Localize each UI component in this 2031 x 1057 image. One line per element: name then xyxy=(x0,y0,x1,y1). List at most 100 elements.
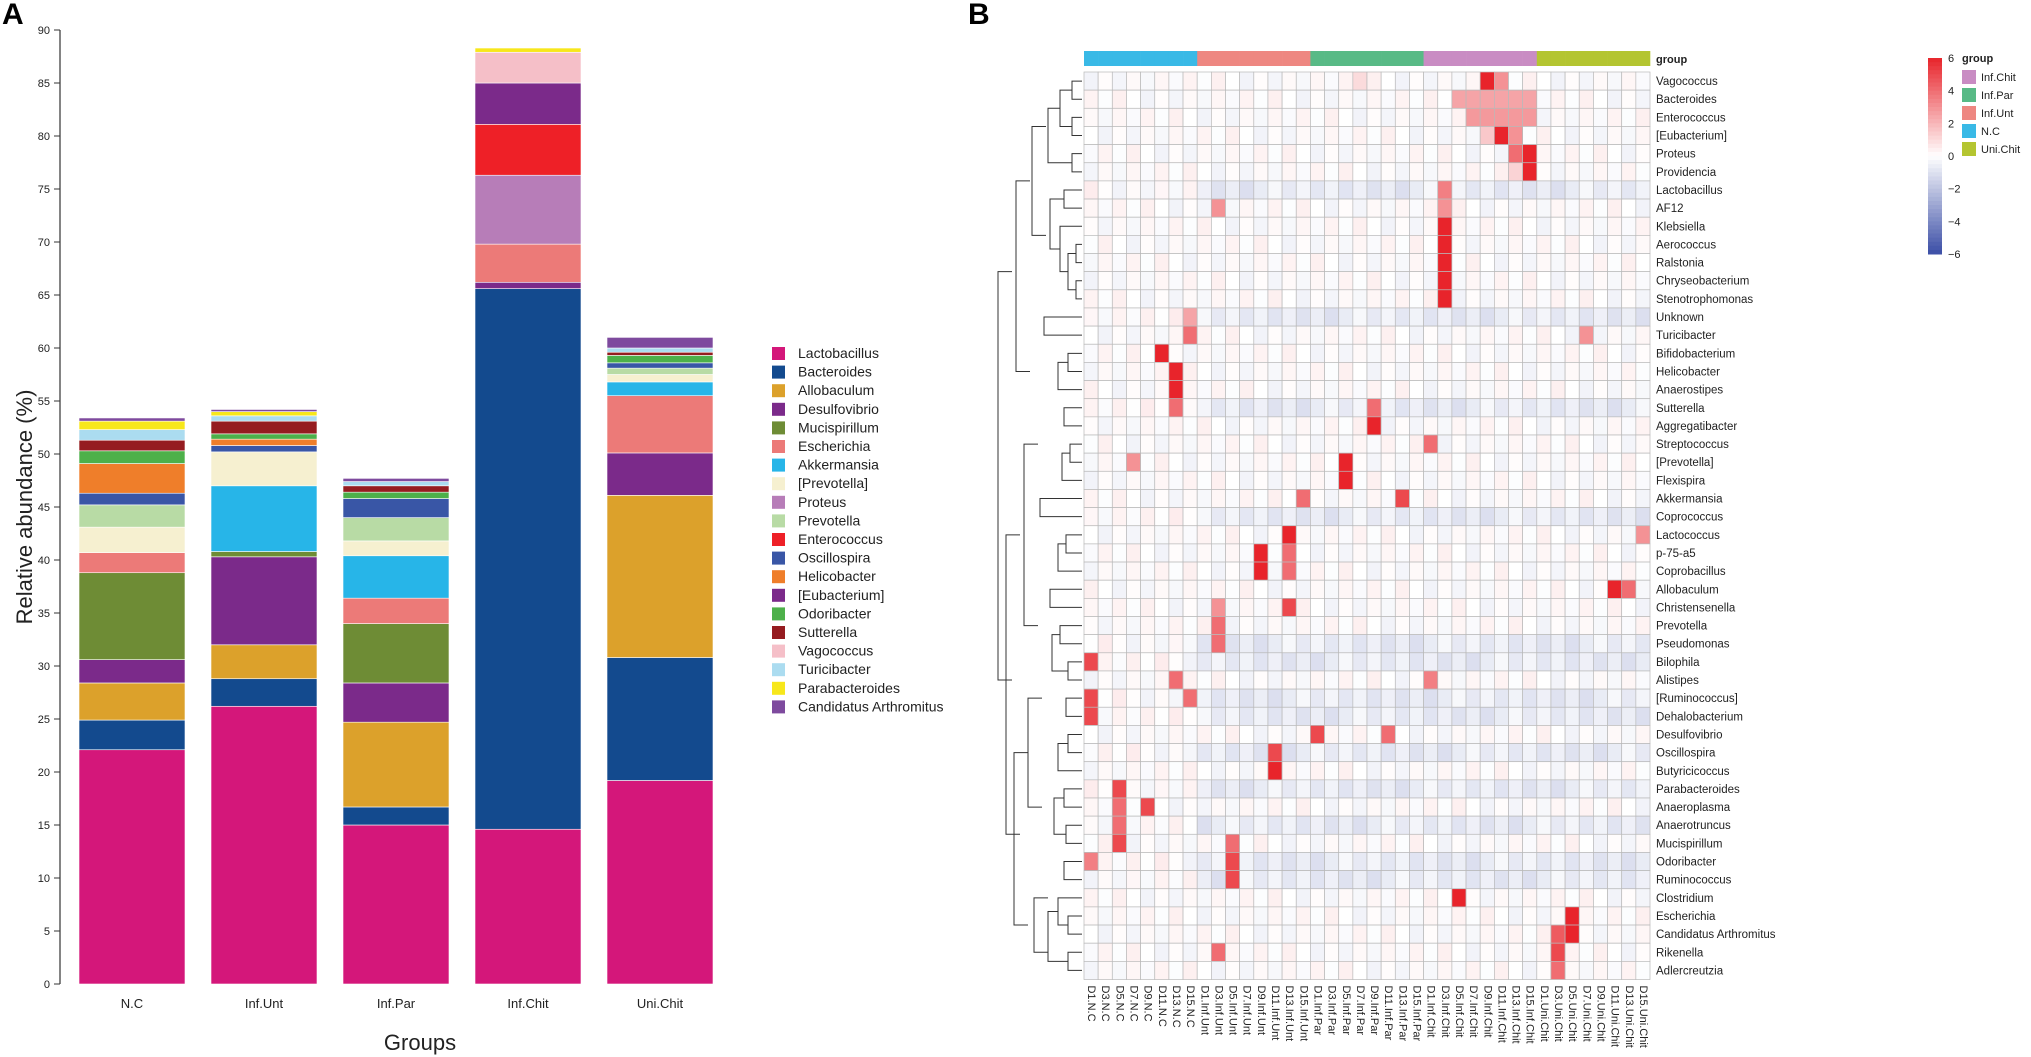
heatmap-cell xyxy=(1493,815,1509,835)
heatmap-cell xyxy=(1196,307,1212,327)
heatmap-cell xyxy=(1111,688,1127,708)
heatmap-cell xyxy=(1479,271,1495,291)
heatmap-cell xyxy=(1338,107,1354,127)
heatmap-cell xyxy=(1423,942,1439,962)
heatmap-cell xyxy=(1394,162,1410,182)
heatmap-cell xyxy=(1196,180,1212,200)
heatmap-cell xyxy=(1097,325,1113,345)
heatmap-cell xyxy=(1182,706,1198,726)
heatmap-cell xyxy=(1607,507,1623,527)
heatmap-cell xyxy=(1338,235,1354,254)
heatmap-cell xyxy=(1097,797,1113,817)
heatmap-cell xyxy=(1225,216,1240,236)
heatmap-cell xyxy=(1380,743,1396,763)
heatmap-cell xyxy=(1607,198,1623,218)
heatmap-cell xyxy=(1607,779,1623,799)
heatmap-cell xyxy=(1083,870,1099,890)
heatmap-cell xyxy=(1338,470,1354,490)
heatmap-cell xyxy=(1394,362,1410,381)
heatmap-cell xyxy=(1083,579,1099,599)
heatmap-cell xyxy=(1196,325,1212,345)
heatmap-cell xyxy=(1493,833,1509,853)
row-label-streptococcus: Streptococcus xyxy=(1656,439,1729,451)
bar-segment-oscillospira xyxy=(78,492,186,506)
heatmap-cell xyxy=(1380,289,1396,309)
heatmap-cell xyxy=(1168,815,1184,835)
heatmap-cell xyxy=(1621,579,1637,599)
heatmap-cell xyxy=(1593,89,1608,109)
heatmap-cell xyxy=(1211,942,1226,962)
legend-label-odoribacter: Odoribacter xyxy=(798,605,871,621)
heatmap-cell xyxy=(1578,89,1594,109)
column-label: D3.Uni.Chit xyxy=(1552,986,1564,1042)
color-scale-step xyxy=(1928,107,1942,112)
heatmap-cell xyxy=(1324,743,1340,763)
heatmap-cell xyxy=(1324,960,1340,980)
bar-segment-odoribacter xyxy=(210,433,318,440)
heatmap-cell xyxy=(1140,960,1156,980)
heatmap-cell xyxy=(1635,362,1651,381)
heatmap-cell xyxy=(1621,271,1637,291)
heatmap-cell xyxy=(1536,833,1552,853)
heatmap-cell xyxy=(1338,688,1354,708)
heatmap-cell xyxy=(1451,561,1467,581)
heatmap-cell xyxy=(1182,289,1198,309)
heatmap-cell xyxy=(1479,470,1495,490)
heatmap-cell xyxy=(1111,634,1127,654)
heatmap-cell xyxy=(1366,815,1382,835)
heatmap-cell xyxy=(1111,579,1127,599)
heatmap-cell xyxy=(1338,779,1354,799)
heatmap-cell xyxy=(1550,725,1566,744)
heatmap-cell xyxy=(1578,960,1594,980)
heatmap-cell xyxy=(1366,616,1382,635)
heatmap-cell xyxy=(1267,616,1283,635)
bar-segment-desulfovibrio xyxy=(210,556,318,646)
heatmap-cell xyxy=(1267,470,1283,490)
column-label: D13.Uni.Chit xyxy=(1623,986,1635,1048)
heatmap-cell xyxy=(1295,307,1311,327)
heatmap-cell xyxy=(1593,216,1608,236)
heatmap-cell xyxy=(1593,71,1608,91)
heatmap-cell xyxy=(1465,960,1481,980)
heatmap-cell xyxy=(1154,235,1170,254)
dendrogram-link xyxy=(1067,951,1082,971)
heatmap-cell xyxy=(1409,144,1424,164)
heatmap-cell xyxy=(1267,852,1283,871)
heatmap-cell xyxy=(1451,452,1467,472)
heatmap-cell xyxy=(1493,597,1509,617)
heatmap-cell xyxy=(1140,870,1156,890)
heatmap-cell xyxy=(1394,216,1410,236)
heatmap-cell xyxy=(1621,489,1637,508)
heatmap-cell xyxy=(1324,416,1340,436)
heatmap-cell xyxy=(1564,942,1580,962)
heatmap-cell xyxy=(1564,706,1580,726)
heatmap-cell xyxy=(1578,507,1594,527)
heatmap-cell xyxy=(1239,870,1255,890)
heatmap-cell xyxy=(1394,670,1410,690)
heatmap-cell xyxy=(1182,489,1198,508)
heatmap-cell xyxy=(1508,779,1523,799)
heatmap-cell xyxy=(1168,271,1184,291)
legend-label-bacteroides: Bacteroides xyxy=(798,364,872,380)
heatmap-cell xyxy=(1310,579,1325,599)
heatmap-cell xyxy=(1550,870,1566,890)
heatmap-cell xyxy=(1409,325,1424,345)
heatmap-cell xyxy=(1593,325,1608,345)
group-legend-label-uni-chit: Uni.Chit xyxy=(1981,144,2020,156)
heatmap-cell xyxy=(1593,289,1608,309)
heatmap-cell xyxy=(1366,725,1382,744)
heatmap-cell xyxy=(1366,634,1382,654)
heatmap-cell xyxy=(1479,543,1495,563)
heatmap-cell xyxy=(1409,71,1424,91)
heatmap-cell xyxy=(1154,688,1170,708)
heatmap-cell xyxy=(1154,616,1170,635)
group-annotation-cell xyxy=(1253,51,1269,66)
dendrogram-link xyxy=(1067,352,1082,372)
heatmap-cell xyxy=(1451,507,1467,527)
heatmap-cell xyxy=(1239,525,1255,545)
heatmap-cell xyxy=(1593,960,1608,980)
bar-segment-enterococcus xyxy=(474,124,582,176)
row-label-ralstonia: Ralstonia xyxy=(1656,258,1705,270)
heatmap-cell xyxy=(1168,289,1184,309)
heatmap-cell xyxy=(1097,852,1113,871)
